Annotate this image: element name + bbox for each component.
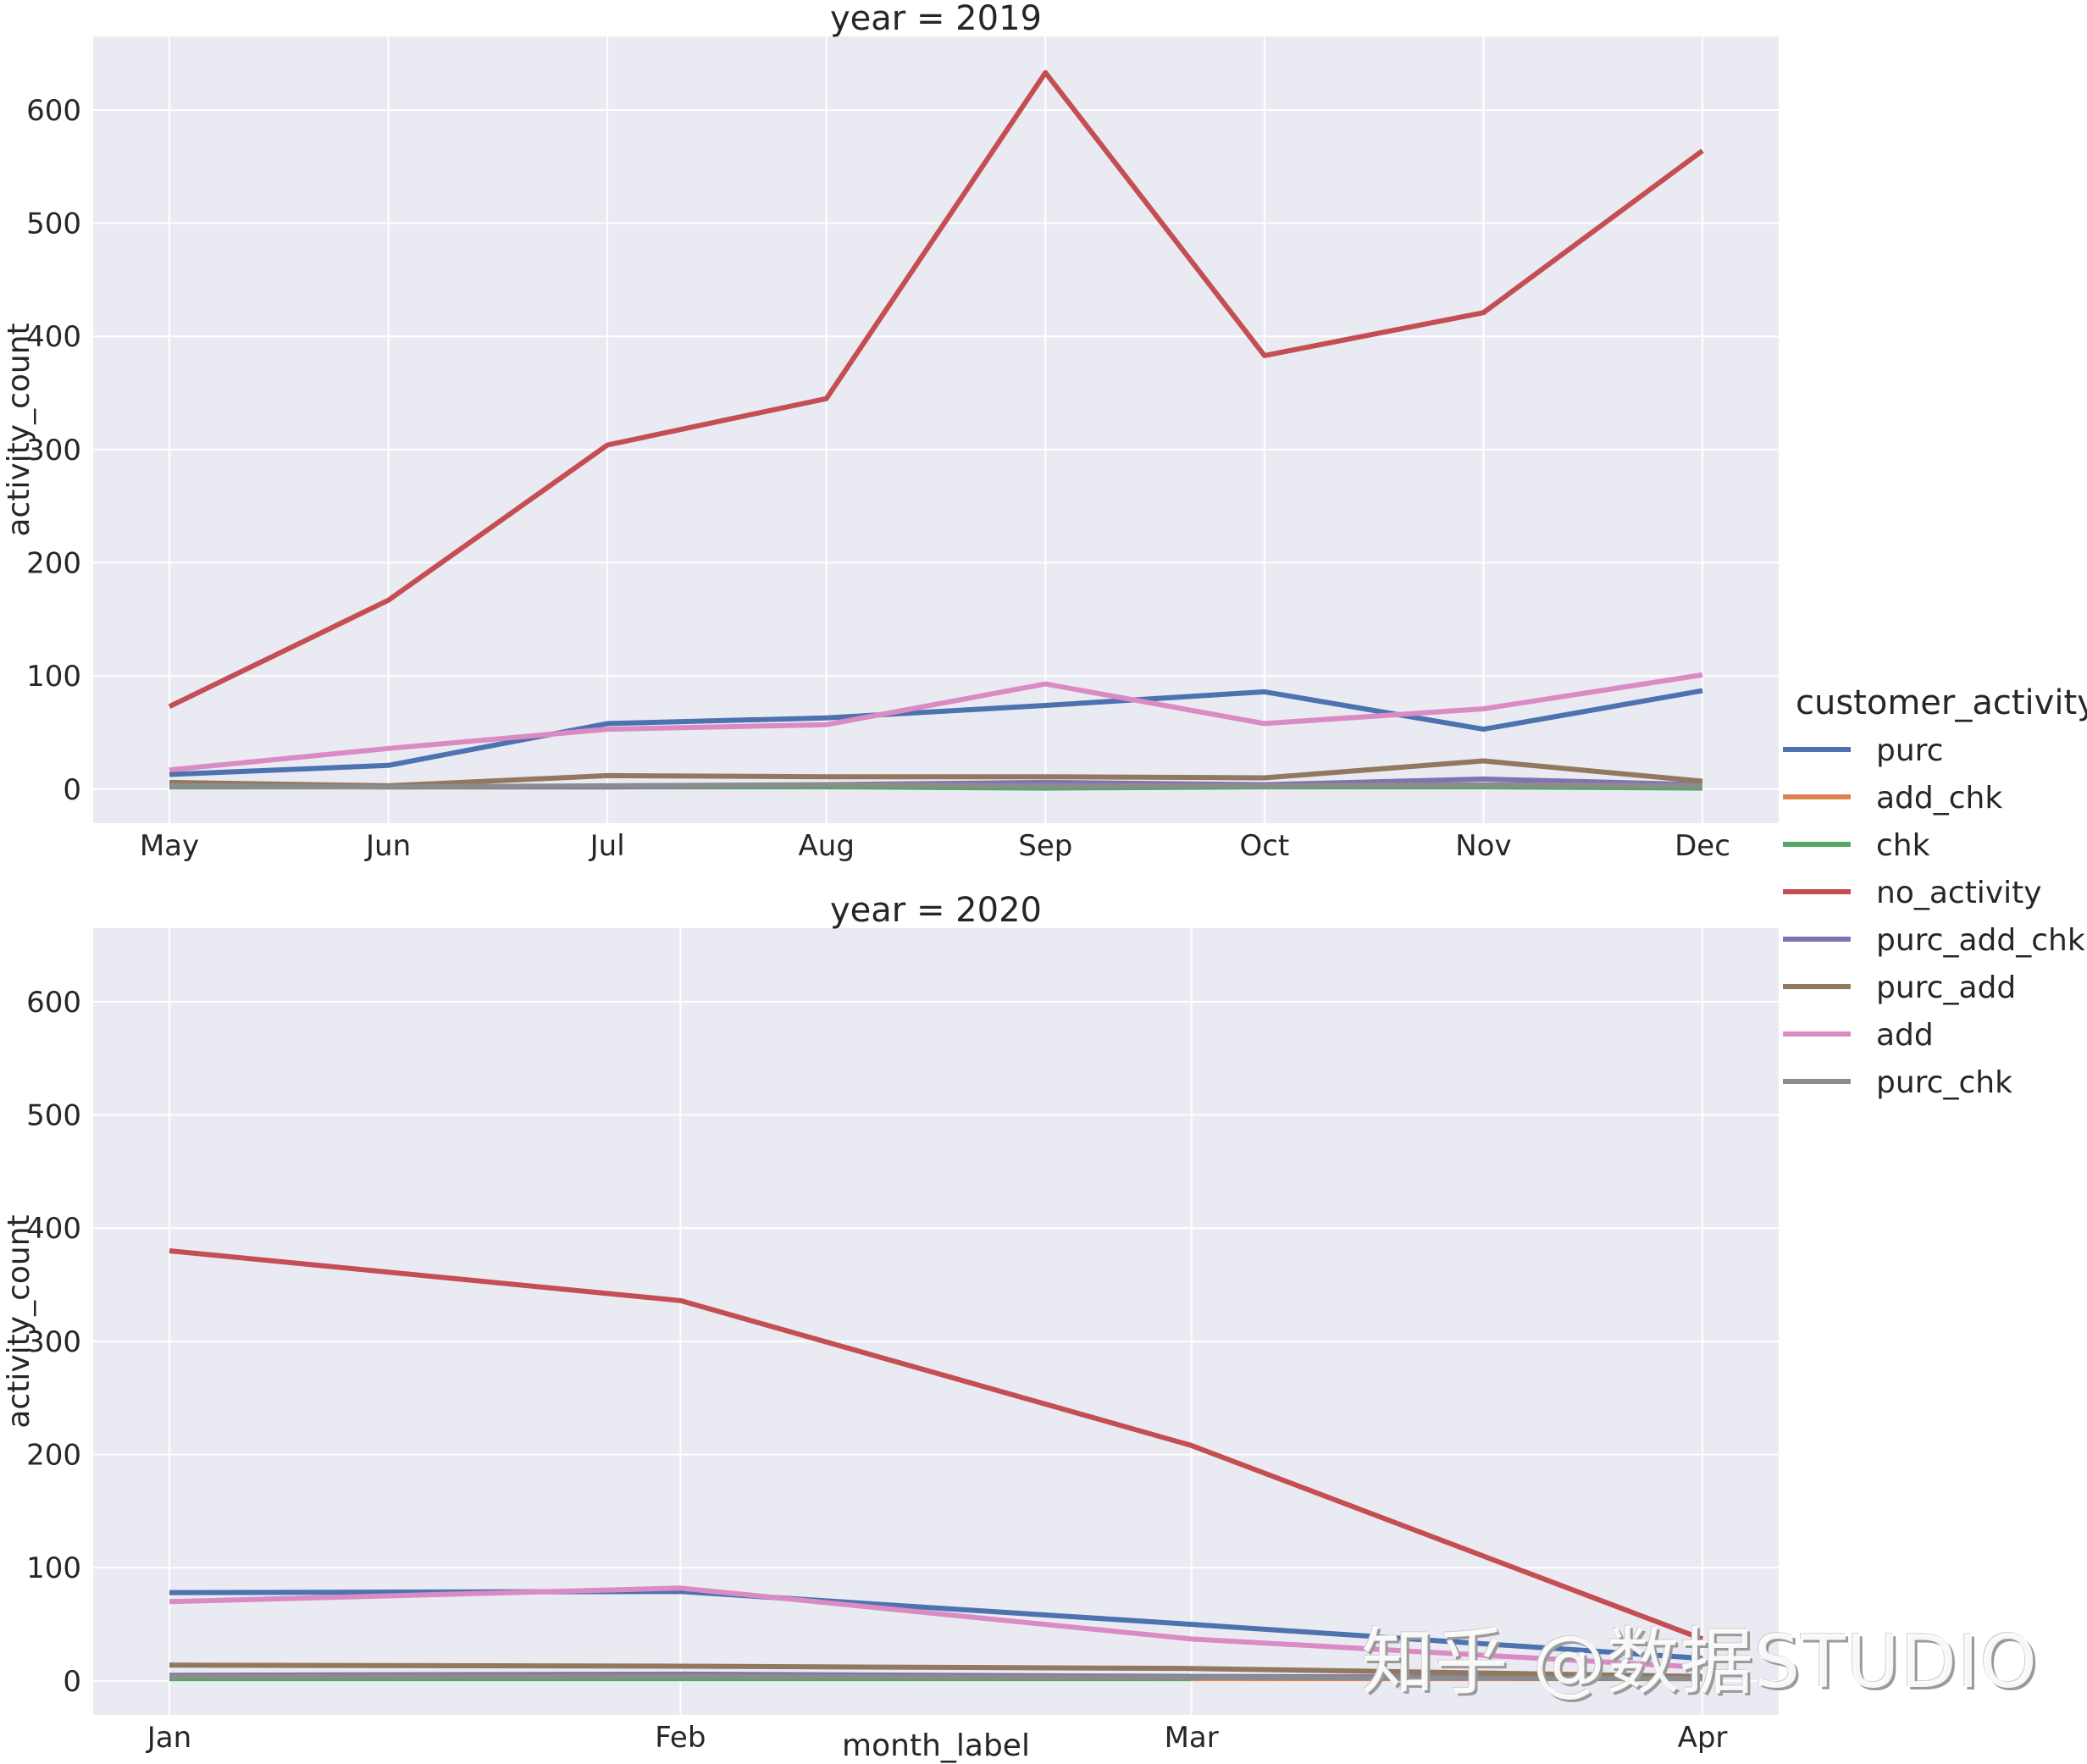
panel-title: year = 2020 [830, 891, 1042, 930]
x-tick-label: Oct [1239, 829, 1289, 863]
plot-area [93, 928, 1779, 1715]
legend-label-add: add [1876, 1018, 1934, 1053]
watermark: 知乎 @数据STUDIO [1361, 1620, 2038, 1705]
x-axis-label: month_label [842, 1728, 1030, 1763]
legend-label-chk: chk [1876, 828, 1930, 863]
y-tick-label: 600 [26, 94, 81, 128]
x-tick-label: Mar [1165, 1721, 1219, 1755]
y-tick-label: 100 [26, 660, 81, 694]
x-tick-label: Jun [364, 829, 411, 863]
panel-title: year = 2019 [830, 0, 1042, 38]
x-tick-label: Feb [655, 1721, 706, 1755]
y-tick-label: 0 [63, 773, 81, 807]
x-tick-label: Dec [1675, 829, 1730, 863]
legend-label-purc: purc [1876, 733, 1943, 768]
legend-title: customer_activity [1796, 683, 2087, 722]
y-tick-label: 200 [26, 1439, 81, 1473]
series-line-no_activity [169, 1248, 1704, 1642]
x-tick-label: Aug [799, 829, 855, 863]
legend-label-purc_chk: purc_chk [1876, 1065, 2012, 1100]
series-line-purc_add [169, 758, 1703, 788]
series-line-purc_chk [169, 1673, 1703, 1682]
series-line-add [169, 1585, 1703, 1670]
series-line-add [169, 672, 1703, 773]
y-tick-label: 200 [26, 547, 81, 581]
legend-label-purc_add_chk: purc_add_chk [1876, 923, 2085, 958]
y-tick-label: 400 [26, 320, 81, 354]
y-tick-label: 100 [26, 1551, 81, 1585]
x-tick-label: Sep [1018, 829, 1072, 863]
y-tick-label: 500 [26, 207, 81, 241]
legend-label-no_activity: no_activity [1876, 876, 2042, 910]
x-tick-label: Apr [1678, 1721, 1728, 1755]
series-line-purc [169, 688, 1703, 777]
panel-1: 0 100 200 300 400 500 600 Jan Feb Mar Apr year = 20… [2, 891, 1779, 1755]
y-axis-label: activity_count [2, 323, 36, 536]
x-tick-label: May [140, 829, 199, 863]
y-tick-label: 300 [26, 434, 81, 467]
series-line-purc_add [169, 1662, 1703, 1679]
y-axis-label: activity_count [2, 1214, 36, 1428]
y-tick-label: 400 [26, 1212, 81, 1246]
panel-0: 0 100 200 300 400 500 600 May Jun Jul Aug Sep Oct Nov… [2, 0, 1779, 863]
y-tick-label: 600 [26, 986, 81, 1020]
y-tick-label: 500 [26, 1099, 81, 1133]
series-line-purc [169, 1589, 1703, 1662]
x-tick-label: Jan [146, 1721, 191, 1755]
series-line-no_activity [168, 69, 1704, 709]
legend-label-add_chk: add_chk [1876, 781, 2002, 816]
x-tick-label: Jul [589, 829, 625, 863]
y-tick-label: 300 [26, 1325, 81, 1359]
series-line-purc_chk [169, 782, 1703, 790]
y-tick-label: 0 [63, 1665, 81, 1699]
plot-area [93, 36, 1779, 823]
x-tick-label: Nov [1455, 829, 1511, 863]
legend-label-purc_add: purc_add [1876, 970, 2016, 1005]
